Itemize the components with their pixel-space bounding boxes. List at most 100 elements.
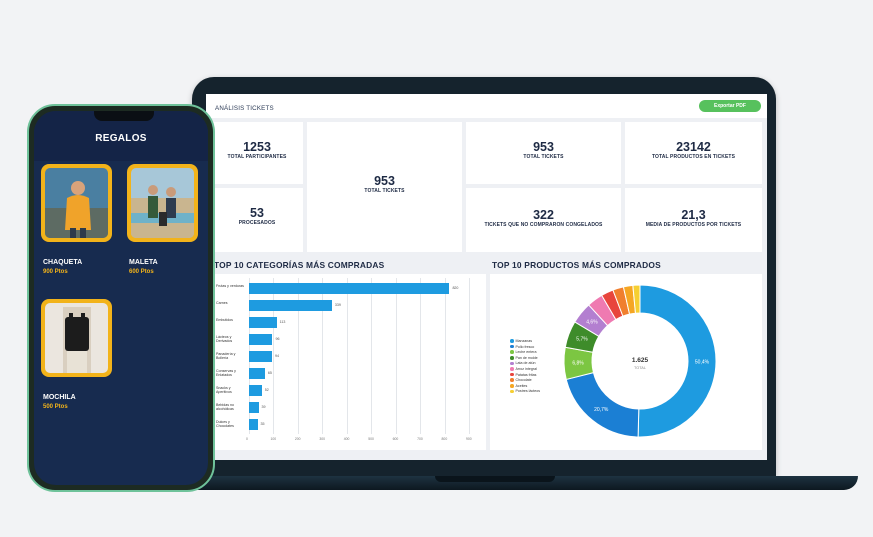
donut-slice-label: 4,6%	[586, 319, 598, 325]
phone-screen: REGALOS CHAQUETA 900 Ptos	[34, 111, 208, 485]
legend-item[interactable]: Pollo fresco	[510, 345, 534, 349]
legend-swatch	[510, 367, 514, 371]
bar-chart-panel: 0 100 200 300 400 500 600 700 800 900 Frutas y ver…	[211, 274, 486, 450]
legend-item[interactable]: Aceites	[510, 384, 527, 388]
legend-item[interactable]: Patatas fritas	[510, 373, 536, 377]
bar-gridline	[346, 278, 348, 434]
donut-slice-label: 50,4%	[695, 359, 710, 365]
stat-label: TOTAL PRODUCTOS EN TICKETS	[651, 154, 736, 160]
legend-item[interactable]: Manzanas	[510, 339, 532, 343]
bar-category-label: Frutas y verduras	[216, 284, 244, 288]
bar-category-label: Snacks y Aperitivos	[216, 386, 232, 394]
bar-category-label: Embutidos	[216, 318, 233, 322]
legend-label: Pan de molde	[515, 355, 538, 360]
bar[interactable]	[249, 334, 273, 345]
bar-value-label: 35	[260, 422, 265, 426]
stat-label: TOTAL TICKETS	[523, 154, 564, 160]
bar-x-tick: 100	[270, 437, 277, 441]
bar-category-label: Dulces y Chocolates	[216, 420, 234, 428]
donut-center-label: TOTAL	[634, 366, 646, 370]
bar-gridline	[297, 278, 299, 434]
export-pdf-button[interactable]: Exportar PDF	[699, 100, 761, 112]
stat-card-total-tickets-large: 953 TOTAL TICKETS	[307, 122, 462, 252]
legend-label: Arroz integral	[515, 367, 537, 371]
donut-slice[interactable]	[637, 284, 717, 438]
bar-x-tick: 700	[417, 437, 423, 441]
bar-gridline	[395, 278, 397, 434]
dashboard-screen: ANÁLISIS TICKETS Exportar PDF 1253 TOTAL…	[206, 94, 767, 460]
bar-value-label: 52	[264, 388, 269, 392]
donut-slice[interactable]	[632, 284, 641, 314]
bar-gridline	[420, 278, 422, 434]
legend-swatch	[510, 372, 514, 377]
legend-swatch	[510, 350, 514, 354]
bar[interactable]	[249, 419, 258, 430]
donut-slice-label: 20,7%	[594, 407, 609, 413]
bar[interactable]	[249, 317, 277, 328]
stat-value: 953	[533, 140, 554, 154]
laptop-notch	[435, 476, 555, 482]
stat-value: 322	[533, 208, 554, 222]
legend-swatch	[510, 384, 514, 388]
legend-swatch	[510, 344, 514, 349]
bar-x-tick: 400	[343, 437, 350, 441]
bar[interactable]	[249, 402, 259, 413]
stat-value: 953	[374, 174, 395, 188]
bar-x-tick: 600	[392, 437, 399, 441]
bar-category-label: Panadería y Bollería	[216, 352, 236, 360]
laptop-base	[168, 476, 858, 490]
stat-card-total-products: 23142 TOTAL PRODUCTOS EN TICKETS	[625, 122, 762, 184]
bar[interactable]	[249, 385, 262, 396]
dashboard-header: ANÁLISIS TICKETS Exportar PDF	[206, 94, 767, 118]
legend-item[interactable]: Lata de atún	[510, 361, 535, 365]
bar-value-label: 94	[274, 354, 279, 358]
legend-swatch	[510, 361, 514, 366]
bar-x-tick: 300	[319, 437, 325, 441]
legend-item[interactable]: Leche entera	[510, 350, 536, 354]
jacket-photo	[45, 168, 108, 238]
bar-category-label: Lácteos y Derivados	[216, 335, 233, 343]
legend-item[interactable]: Pan de molde	[510, 356, 538, 360]
donut-slice[interactable]	[565, 372, 640, 438]
donut-chart-panel: Manzanas Pollo fresco Leche entera Pan de m…	[490, 274, 762, 450]
legend-swatch	[510, 378, 514, 382]
bar-gridline	[371, 278, 373, 434]
bar-value-label: 820	[452, 286, 459, 290]
legend-label: Manzanas	[515, 339, 533, 343]
gift-card-maleta[interactable]	[127, 164, 198, 242]
suitcase-photo	[131, 168, 194, 238]
bar-value-label: 65	[267, 371, 272, 375]
legend-label: Chocolate	[515, 378, 532, 383]
legend-label: Leche entera	[515, 350, 537, 355]
bar-value-label: 339	[334, 303, 341, 307]
gift-card-mochila[interactable]	[41, 299, 112, 377]
gift-points: 900 Ptos	[43, 269, 68, 275]
bar[interactable]	[249, 283, 450, 294]
bar-value-label: 96	[275, 337, 280, 341]
gift-card-chaqueta[interactable]	[41, 164, 112, 242]
stat-card-no-frozen: 322 TICKETS QUE NO COMPRARON CONGELADOS	[466, 188, 621, 252]
legend-item[interactable]: Chocolate	[510, 378, 532, 382]
gift-name: MALETA	[129, 259, 158, 266]
legend-label: Aceites	[515, 383, 528, 388]
legend-label: Patatas fritas	[515, 372, 537, 377]
stat-card-processed: 53 PROCESADOS	[211, 188, 303, 252]
legend-item[interactable]: Postres lácteos	[510, 389, 540, 393]
donut-center-value: 1.625	[631, 357, 649, 364]
page-title: ANÁLISIS TICKETS	[215, 105, 274, 112]
legend-label: Postres lácteos	[515, 389, 541, 394]
stat-label: PROCESADOS	[238, 220, 276, 226]
bar-x-tick: 500	[368, 437, 374, 441]
phone-notch	[94, 111, 154, 121]
bar-category-label: Conservas y Enlatados	[216, 369, 236, 377]
donut-chart-title: TOP 10 PRODUCTOS MÁS COMPRADOS	[492, 260, 661, 270]
bar[interactable]	[249, 368, 265, 379]
donut-legend: Manzanas Pollo fresco Leche entera Pan de m…	[510, 339, 590, 399]
donut-slice-label: 5,7%	[576, 337, 588, 343]
stat-card-participants: 1253 TOTAL PARTICIPANTES	[211, 122, 303, 184]
legend-item[interactable]: Arroz integral	[510, 367, 537, 371]
bar[interactable]	[249, 351, 272, 362]
bar[interactable]	[249, 300, 332, 311]
gift-name: MOCHILA	[43, 394, 76, 401]
stat-label: TOTAL PARTICIPANTES	[227, 154, 287, 160]
